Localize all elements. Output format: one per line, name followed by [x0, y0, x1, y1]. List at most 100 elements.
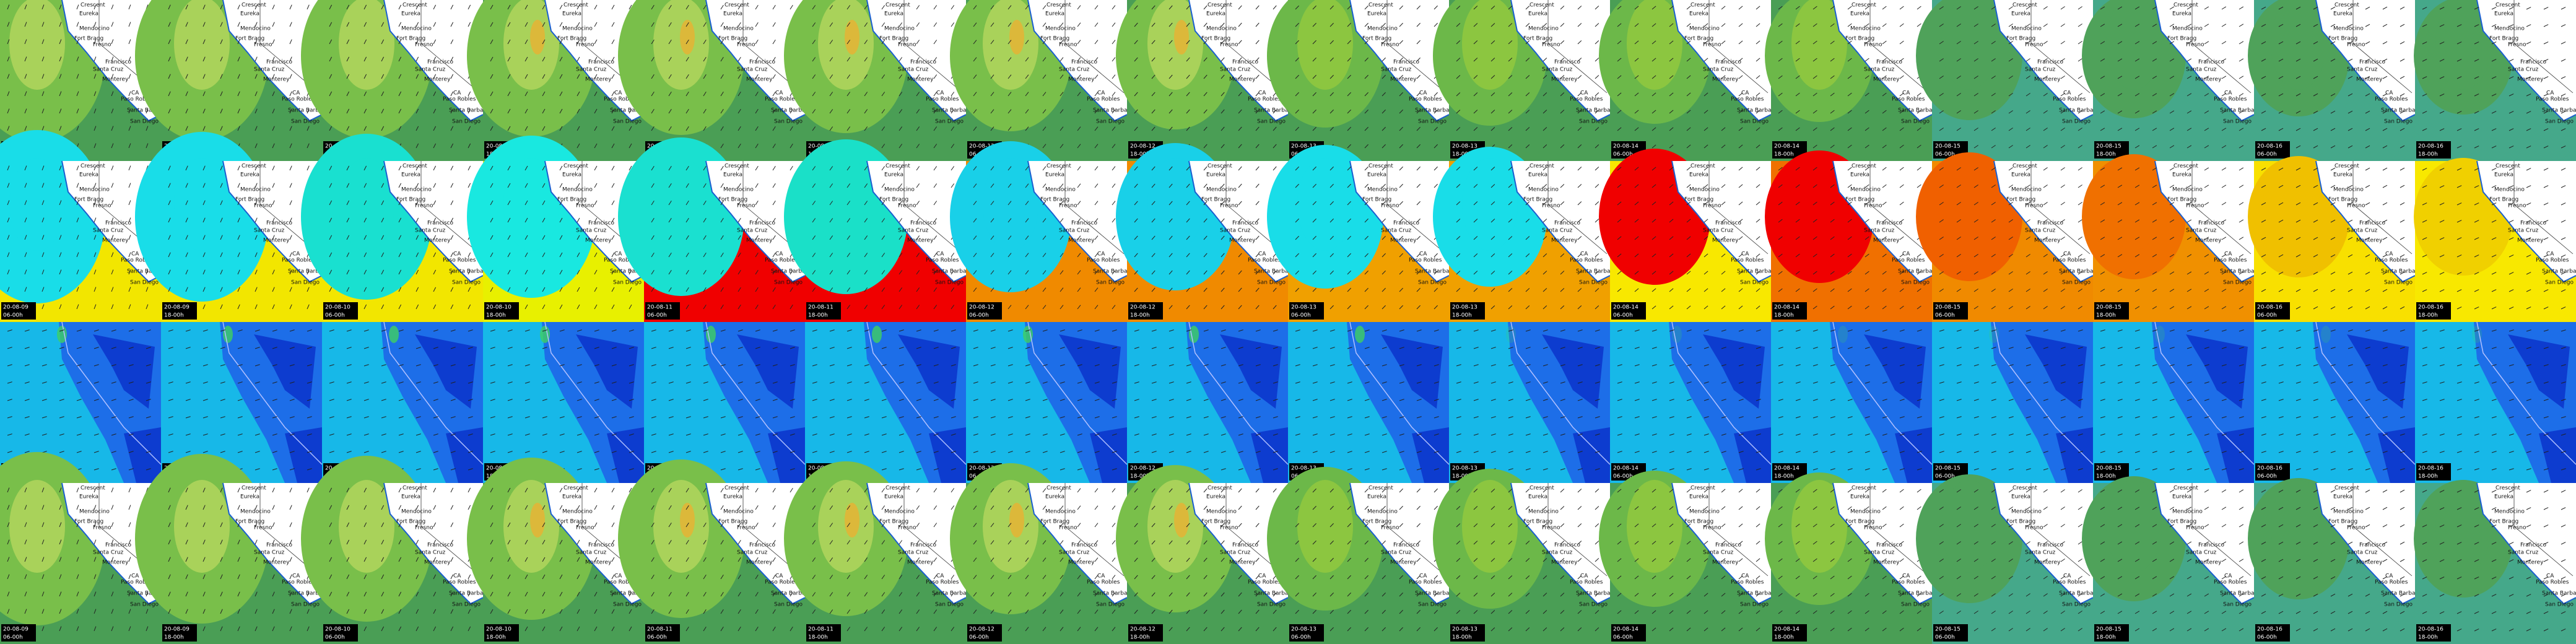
wind-arrow: [2239, 6, 2244, 10]
wind-arrow: [363, 252, 367, 258]
wind-arrow: [1899, 144, 1904, 149]
wind-arrow: [703, 304, 707, 310]
wind-arrow: [990, 201, 994, 206]
wind-arrow: [1617, 288, 1622, 292]
wind-arrow: [1025, 126, 1029, 131]
wind-arrow: [1077, 109, 1081, 114]
wind-arrow: [790, 287, 793, 292]
wind-arrow: [2561, 146, 2566, 149]
wind-arrow: [1094, 126, 1099, 131]
wind-arrow: [1295, 287, 1299, 292]
wind-arrow: [1973, 202, 1978, 206]
wind-arrow: [24, 252, 27, 258]
wind-arrow: [1238, 183, 1242, 188]
wind-arrow: [1329, 5, 1334, 10]
wind-arrow: [899, 109, 903, 114]
wind-arrow: [2400, 6, 2405, 10]
wind-arrow: [1168, 5, 1173, 10]
place-label: Fresno: [737, 203, 755, 209]
wind-arrow: [2008, 145, 2013, 149]
wind-arrow: [1094, 218, 1099, 223]
wind-arrow: [1347, 126, 1351, 131]
wind-arrow: [1221, 92, 1225, 97]
wind-arrow: [1042, 253, 1046, 258]
wind-arrow: [1434, 305, 1438, 310]
wind-arrow: [24, 56, 27, 62]
place-label: Santa Cruz: [1542, 67, 1573, 73]
coastline: [1188, 160, 1289, 283]
place-label: Francisco: [2359, 59, 2386, 66]
wind-arrow: [973, 218, 977, 223]
place-label: San Diego: [1740, 280, 1769, 286]
wind-arrow: [450, 252, 454, 258]
wind-arrow: [1186, 235, 1190, 240]
place-label: Santa Cruz: [1381, 228, 1412, 234]
wind-arrow: [703, 56, 707, 62]
wind-arrow: [1882, 236, 1887, 240]
coastline: [1510, 0, 1611, 122]
wind-arrow: [1399, 235, 1403, 240]
field-mid: [2106, 158, 2162, 251]
wind-arrow: [1899, 236, 1904, 240]
place-label: San Diego: [935, 119, 964, 125]
wind-arrow: [1295, 218, 1299, 223]
wind-arrow: [1042, 40, 1046, 45]
wind-arrow: [1939, 289, 1944, 292]
wind-arrow: [1651, 288, 1656, 292]
wind-arrow: [916, 201, 920, 206]
wind-arrow: [1025, 40, 1029, 45]
wind-arrow: [685, 126, 689, 131]
wind-arrow: [2422, 111, 2427, 114]
wind-arrow: [2400, 24, 2405, 27]
place-label: Fresno: [1059, 203, 1077, 209]
wind-arrow: [2456, 111, 2462, 114]
wind-arrow: [1939, 93, 1944, 97]
wind-arrow: [594, 74, 598, 79]
wind-arrow: [185, 183, 188, 188]
wind-arrow: [1704, 92, 1708, 97]
wind-arrow: [41, 165, 45, 171]
wind-arrow: [651, 200, 655, 206]
wind-arrow: [973, 287, 977, 292]
wind-arrow: [1473, 184, 1478, 188]
wind-arrow: [307, 287, 310, 292]
wind-arrow: [416, 235, 419, 240]
wind-arrow: [611, 91, 615, 97]
wind-arrow: [577, 74, 580, 79]
wind-arrow: [559, 287, 563, 292]
wind-arrow: [755, 165, 759, 171]
wind-arrow: [1543, 184, 1547, 188]
place-label: Monterey: [1551, 238, 1578, 244]
wind-arrow: [1795, 75, 1800, 79]
wind-arrow: [2330, 58, 2336, 62]
place-label: Mendocino: [2011, 26, 2042, 32]
wind-arrow: [346, 269, 350, 275]
place-label: CA: [453, 90, 461, 97]
wind-arrow: [41, 287, 45, 292]
wind-arrow: [1704, 75, 1708, 79]
place-label: Santa Cruz: [1059, 228, 1090, 234]
wind-arrow: [2295, 58, 2301, 62]
wind-arrow: [1364, 201, 1368, 206]
wind-arrow: [146, 108, 149, 114]
place-label: Fresno: [1703, 42, 1721, 48]
wind-arrow: [611, 108, 615, 114]
wind-arrow: [255, 287, 258, 292]
wind-arrow: [1508, 127, 1513, 131]
wind-arrow: [1991, 271, 1996, 275]
wind-arrow: [1255, 5, 1260, 10]
place-label: Mendocino: [1045, 26, 1076, 32]
wind-arrow: [2008, 167, 2013, 171]
wind-arrow: [2008, 128, 2013, 131]
wind-arrow: [1595, 6, 1599, 10]
place-label: Francisco: [1071, 220, 1098, 227]
wind-arrow: [2313, 145, 2318, 149]
place-label: Santa Cruz: [898, 67, 929, 73]
wind-arrow: [1847, 110, 1852, 114]
wind-arrow: [2456, 94, 2462, 97]
wind-arrow: [1956, 41, 1961, 45]
wind-arrow: [1364, 74, 1368, 79]
